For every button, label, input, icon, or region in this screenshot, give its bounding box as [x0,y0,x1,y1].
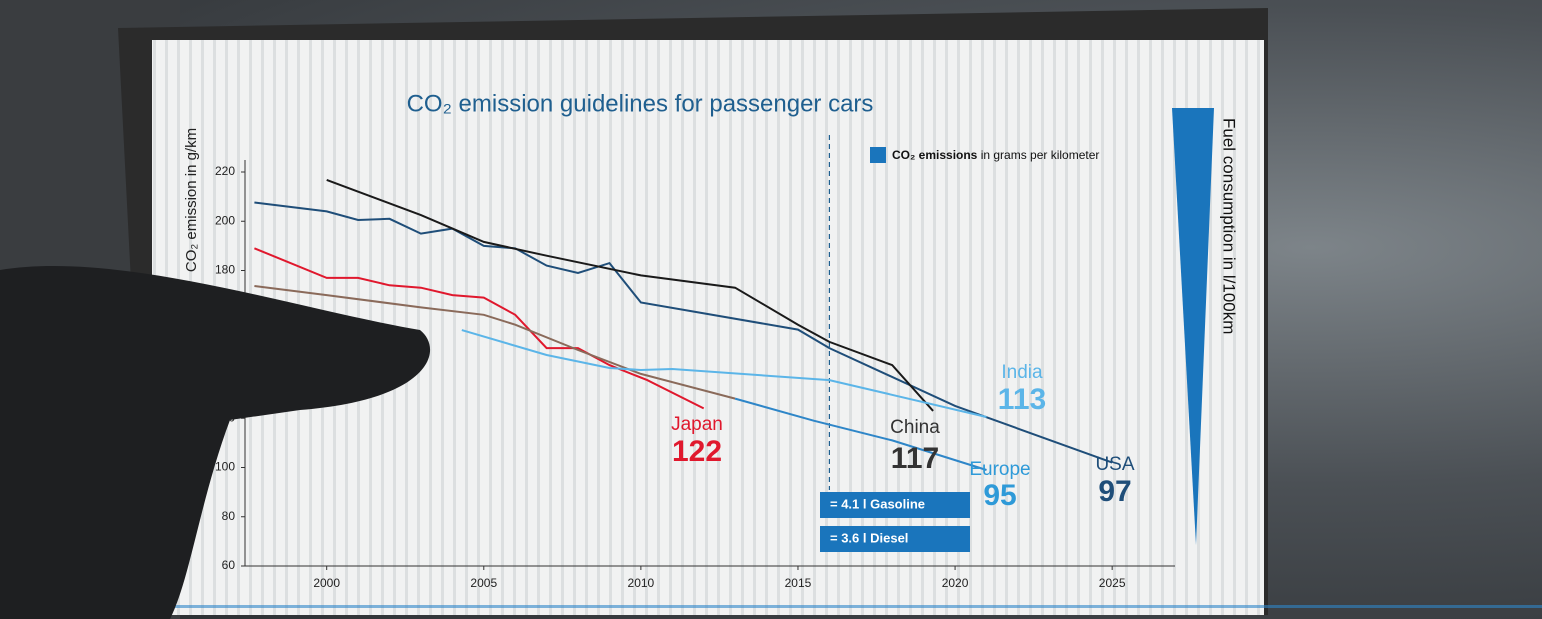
legend-rest: in grams per kilometer [981,148,1100,162]
x-tick-label: 2025 [1099,576,1126,590]
y-tick-label: 200 [215,213,235,227]
fuel-box-text: = 3.6 l Diesel [830,530,908,545]
legend-bold: CO₂ emissions [892,148,978,162]
annotation-value: 97 [1098,475,1131,508]
y-tick-label: 220 [215,164,235,178]
x-tick-label: 2005 [470,576,497,590]
chart-title: CO₂ emission guidelines for passenger ca… [407,90,874,117]
y-tick-label: 80 [222,509,236,523]
y-axis-label: CO₂ emission in g/km [183,128,200,272]
x-tick-label: 2000 [313,576,340,590]
x-tick-label: 2015 [785,576,812,590]
y-tick-label: 180 [215,263,235,277]
annotation-label: Europe [969,459,1030,480]
annotation-value: 95 [983,479,1016,512]
annotation-label: USA [1095,454,1134,475]
fuel-box-text: = 4.1 l Gasoline [830,496,925,511]
y-tick-label: 60 [222,558,236,572]
fuel-label: Fuel consumption in l/100km [1220,118,1239,334]
bottom-rule [0,605,1542,608]
annotation-value: 122 [672,435,722,468]
legend-text: CO₂ emissions in grams per kilometer [892,148,1099,162]
x-tick-label: 2020 [942,576,969,590]
annotation-label: India [1001,362,1043,383]
annotation-value: 117 [891,442,939,475]
x-tick-label: 2010 [628,576,655,590]
annotation-label: China [890,417,940,438]
y-tick-label: 100 [215,460,235,474]
legend-swatch [870,147,886,163]
annotation-label: Japan [671,414,723,435]
chart: CO₂ emission guidelines for passenger ca… [0,0,1542,619]
annotation-value: 113 [998,383,1046,416]
screenshot: CO₂ emission guidelines for passenger ca… [0,0,1542,619]
